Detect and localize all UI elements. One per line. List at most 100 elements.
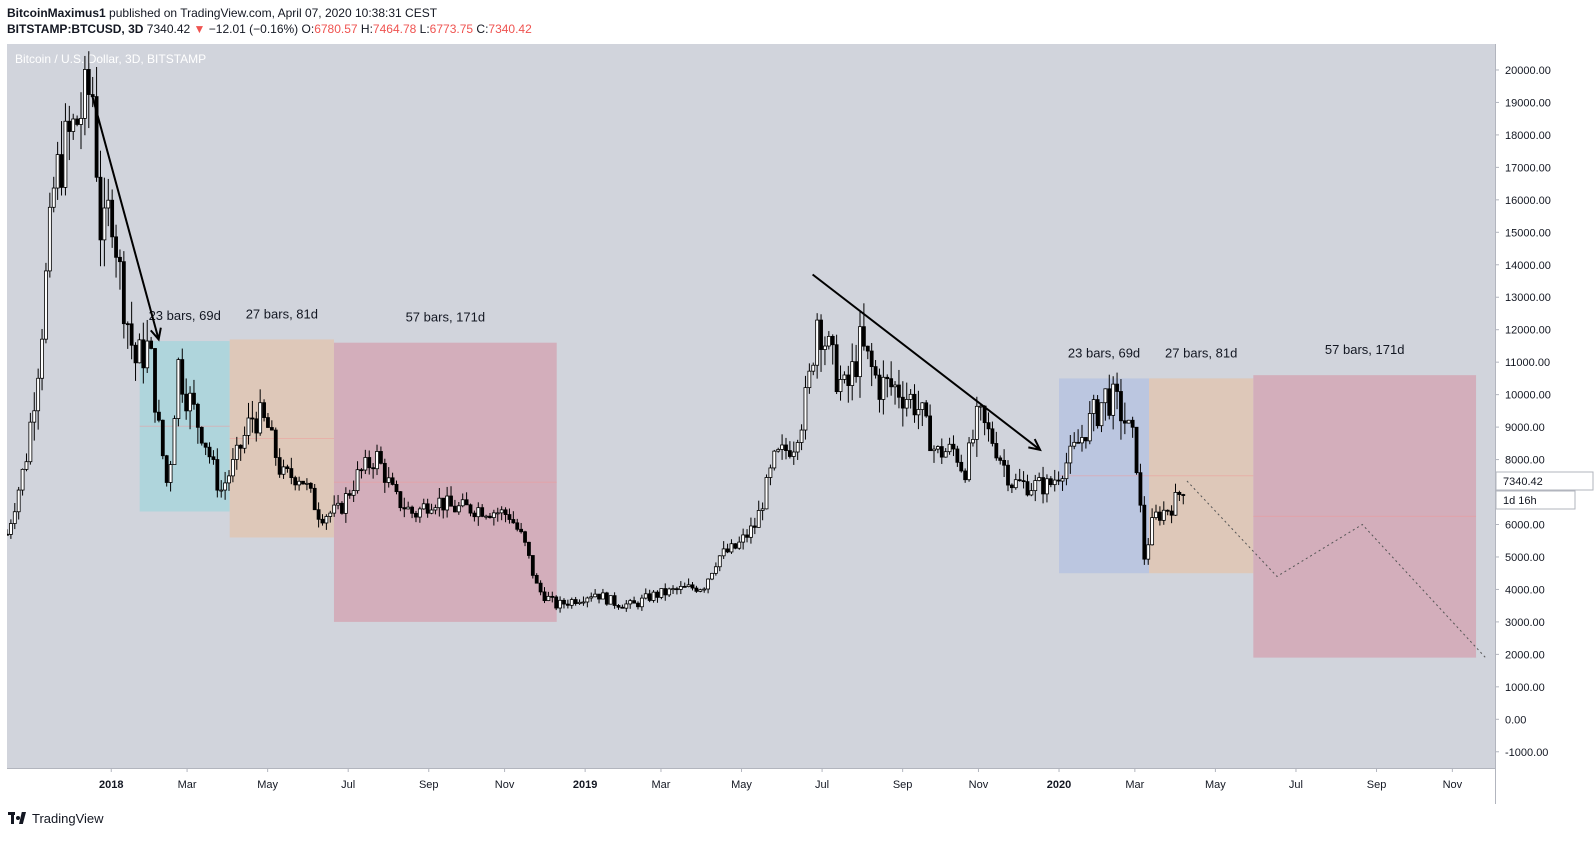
- candle: [675, 588, 679, 591]
- candle: [168, 464, 173, 483]
- candle: [75, 118, 80, 125]
- candle: [238, 444, 243, 449]
- y-tick-label: 19000.00: [1505, 97, 1551, 109]
- candle: [893, 384, 897, 388]
- candle: [51, 187, 56, 208]
- candle: [1150, 517, 1155, 546]
- candle: [180, 359, 185, 395]
- candle: [795, 442, 800, 453]
- candle: [1154, 511, 1158, 519]
- y-tick-label: 17000.00: [1505, 162, 1551, 174]
- candle: [612, 595, 617, 606]
- y-tick-label: 3000.00: [1505, 617, 1545, 629]
- candle: [328, 512, 333, 517]
- candle: [1091, 399, 1096, 414]
- candle: [495, 512, 500, 515]
- candle: [721, 548, 726, 557]
- candle: [472, 512, 477, 518]
- candle: [149, 340, 154, 349]
- footer-brand[interactable]: TradingView: [32, 810, 104, 826]
- time-axis: [7, 768, 1495, 804]
- open-label: O:: [301, 22, 315, 36]
- candle: [1146, 544, 1151, 560]
- candle: [1084, 437, 1088, 442]
- candle: [114, 236, 118, 258]
- chart-title: Bitcoin / U.S. Dollar, 3D, BITSTAMP: [15, 52, 206, 66]
- x-tick-label: Nov: [1443, 779, 1463, 791]
- candle: [456, 505, 461, 513]
- candle: [1126, 419, 1131, 424]
- y-tick-label: 6000.00: [1505, 520, 1545, 532]
- candle: [920, 402, 925, 410]
- candle: [686, 584, 691, 587]
- candle: [410, 506, 414, 514]
- candle: [1052, 479, 1057, 486]
- candle: [1068, 445, 1073, 464]
- candle: [554, 596, 559, 609]
- countdown-tag: [1495, 490, 1576, 510]
- candle: [869, 350, 874, 368]
- candle: [581, 601, 586, 604]
- candle: [904, 399, 909, 409]
- candle: [593, 593, 598, 598]
- published-info: published on TradingView.com, April 07, …: [109, 6, 438, 20]
- y-tick-label: 16000.00: [1505, 195, 1551, 207]
- x-tick-label: May: [1205, 779, 1226, 791]
- author-name[interactable]: BitcoinMaximus1: [7, 6, 106, 20]
- open-value: 6780.57: [314, 22, 358, 36]
- candle: [916, 409, 921, 416]
- candle: [527, 541, 531, 556]
- candle: [546, 595, 551, 602]
- footer: TradingView: [8, 808, 104, 828]
- candle: [371, 467, 376, 470]
- candle: [515, 522, 520, 530]
- y-tick-label: 11000.00: [1505, 357, 1550, 369]
- candle: [468, 504, 473, 514]
- y-tick-label: 15000.00: [1505, 227, 1551, 239]
- price-tag-label: 7340.42: [1503, 476, 1543, 488]
- candle: [534, 574, 539, 584]
- candle: [24, 461, 29, 470]
- candle: [815, 319, 820, 366]
- candle: [749, 525, 753, 538]
- y-tick-label: 5000.00: [1505, 552, 1545, 564]
- candle: [308, 482, 313, 489]
- chart-area[interactable]: Bitcoin / U.S. Dollar, 3D, BITSTAMP 23 ba…: [5, 44, 1594, 804]
- candle: [768, 467, 773, 478]
- candle: [752, 525, 757, 528]
- candle: [332, 504, 337, 514]
- price-chart[interactable]: Bitcoin / U.S. Dollar, 3D, BITSTAMP 23 ba…: [5, 44, 1594, 804]
- candle: [577, 601, 582, 604]
- candle: [955, 448, 960, 463]
- candle: [819, 319, 823, 350]
- candle: [1006, 464, 1010, 486]
- x-tick-label: Jul: [341, 779, 355, 791]
- candle: [118, 256, 122, 263]
- candle: [223, 482, 228, 491]
- candle: [145, 340, 150, 369]
- candle: [978, 405, 983, 408]
- candle: [597, 593, 601, 600]
- candle: [359, 469, 364, 472]
- candle: [121, 261, 126, 325]
- candle: [643, 593, 648, 599]
- candle: [269, 427, 274, 431]
- candle: [425, 503, 430, 514]
- x-tick-label: Mar: [178, 779, 197, 791]
- high-label: H:: [360, 22, 373, 36]
- candle: [1130, 419, 1135, 428]
- candle: [1138, 472, 1143, 506]
- candle: [343, 493, 348, 514]
- candle: [227, 475, 231, 484]
- y-tick-label: 20000.00: [1505, 65, 1551, 77]
- candle: [900, 396, 905, 409]
- candle: [908, 393, 913, 400]
- candle: [842, 374, 847, 380]
- candle: [250, 417, 255, 420]
- candle: [176, 359, 181, 419]
- candle: [215, 459, 220, 491]
- close-label: C:: [476, 22, 489, 36]
- candle: [1076, 441, 1081, 444]
- candle: [1025, 481, 1030, 496]
- candle: [363, 457, 368, 471]
